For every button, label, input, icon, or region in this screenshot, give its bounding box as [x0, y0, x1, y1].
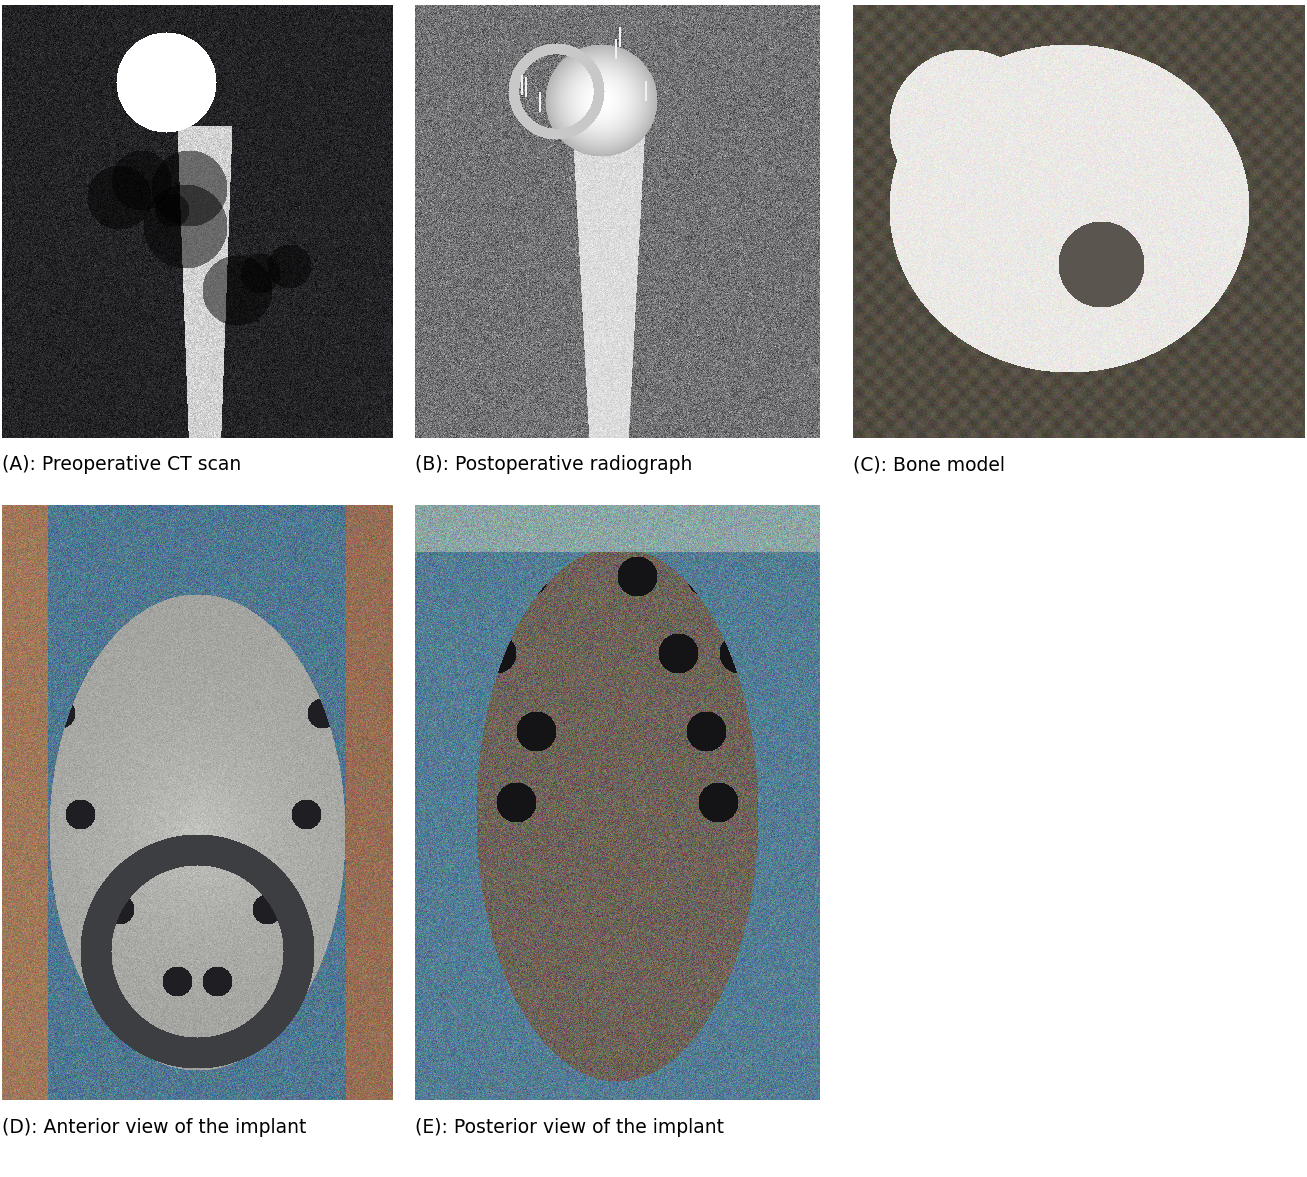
Text: (A): Preoperative CT scan: (A): Preoperative CT scan [3, 455, 242, 474]
Text: (E): Posterior view of the implant: (E): Posterior view of the implant [416, 1118, 724, 1137]
Text: (D): Anterior view of the implant: (D): Anterior view of the implant [3, 1118, 306, 1137]
Text: (C): Bone model: (C): Bone model [853, 455, 1005, 474]
Text: (B): Postoperative radiograph: (B): Postoperative radiograph [416, 455, 693, 474]
